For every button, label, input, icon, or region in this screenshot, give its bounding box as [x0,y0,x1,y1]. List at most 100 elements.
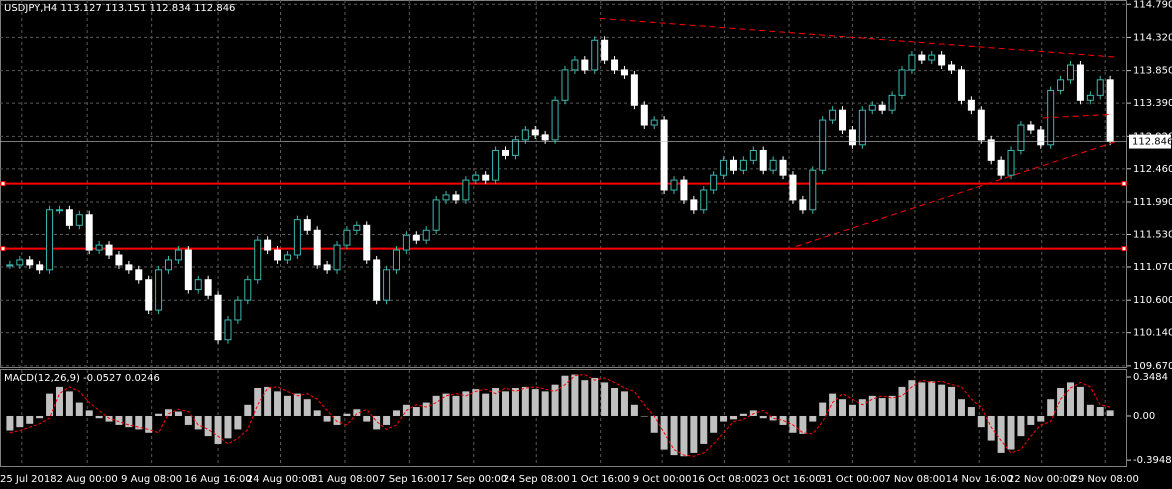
candle [720,159,728,176]
line-handle [0,246,6,252]
candle [620,69,628,76]
macd-bar [739,413,747,416]
candle [769,159,777,171]
y-tick-label: 112.460 [1133,164,1172,175]
x-tick-label: 31 Aug 08:00 [311,474,378,485]
candle [402,234,410,251]
macd-bar [1047,399,1055,416]
candle [392,249,400,271]
macd-bar [581,380,589,416]
candle [85,214,93,251]
macd-bar [502,391,510,416]
candle [16,259,24,266]
line-handle [1121,246,1127,252]
macd-bar [948,386,956,416]
macd-bar [1007,415,1015,450]
candle [987,139,995,161]
macd-bar [234,415,242,430]
candle [749,149,757,161]
candle [710,174,718,191]
candle [36,264,44,271]
macd-bar [611,388,619,416]
line-handle [0,181,6,187]
macd-bar [6,415,14,431]
macd-bar [283,395,291,416]
macd-bar [155,413,163,416]
macd-bar [422,402,430,416]
x-tick-label: 7 Sep 16:00 [379,474,439,485]
macd-bar [1086,404,1094,416]
macd-bar [531,389,539,416]
macd-bar [888,395,896,416]
macd-bar [908,380,916,416]
macd-bar [541,391,549,416]
candle [581,59,589,71]
candle [1007,149,1015,176]
candle [343,229,351,246]
macd-bar [640,415,648,417]
candle [115,254,123,266]
candle [244,279,252,301]
x-tick-label: 25 Jul 2018 [0,474,57,485]
macd-bar [462,391,470,416]
macd-bar [313,410,321,416]
candle [888,94,896,111]
macd-bar [521,386,529,416]
macd-bar [868,395,876,416]
macd-bar [194,415,202,430]
macd-bar [95,415,103,419]
y-tick-label: 113.390 [1133,98,1172,109]
macd-bar [1076,386,1084,416]
macd-bar [957,399,965,416]
candle [492,149,500,181]
macd-bar [343,413,351,416]
indicator-title: MACD(12,26,9) -0.0527 0.0246 [4,373,160,384]
candle [412,234,420,241]
candle [997,159,1005,176]
candle [630,74,638,106]
candle [1086,94,1094,101]
candle [670,179,678,191]
candle [65,209,73,226]
candle [1027,124,1035,131]
candle [938,54,946,66]
candle [184,249,192,291]
macd-bar [819,402,827,416]
macd-bar [1096,407,1104,416]
candle [46,209,54,271]
macd-bar [789,415,797,433]
candle [204,279,212,296]
macd-bar [1067,382,1075,416]
macd-bar [452,395,460,416]
macd-bar [571,374,579,416]
macd-bar [779,415,787,425]
signal-line [9,374,1111,457]
candle [1017,124,1025,151]
macd-bar [75,402,83,416]
candle [948,64,956,71]
x-tick-label: 9 Oct 00:00 [633,474,692,485]
x-tick-label: 23 Oct 16:00 [756,474,821,485]
candle [848,129,856,146]
candle [363,224,371,261]
macd-bar [620,391,628,416]
macd-bar [858,399,866,416]
candle [908,54,916,71]
candle [690,199,698,211]
macd-bar [323,415,331,422]
trend-line [1042,113,1111,119]
macd-bar [591,377,599,416]
x-tick-label: 29 Nov 08:00 [1071,474,1138,485]
x-tick-label: 24 Aug 00:00 [247,474,314,485]
x-tick-label: 17 Sep 00:00 [440,474,507,485]
y-tick-label: 110.600 [1133,295,1172,306]
candle [26,259,34,266]
candle [1106,79,1114,142]
candle [928,54,936,61]
candle [264,239,272,251]
candle [541,134,549,141]
last-price-box [1129,134,1171,149]
candle [839,109,847,131]
macd-bar [561,375,569,416]
macd-bar [214,415,222,444]
